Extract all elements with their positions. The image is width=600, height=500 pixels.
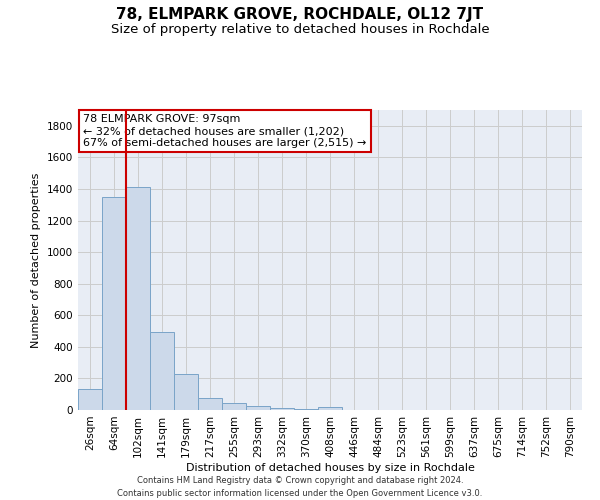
- Bar: [270, 408, 294, 410]
- Bar: [294, 409, 318, 410]
- Text: 78, ELMPARK GROVE, ROCHDALE, OL12 7JT: 78, ELMPARK GROVE, ROCHDALE, OL12 7JT: [116, 8, 484, 22]
- Bar: [198, 398, 222, 410]
- Text: Contains HM Land Registry data © Crown copyright and database right 2024.
Contai: Contains HM Land Registry data © Crown c…: [118, 476, 482, 498]
- X-axis label: Distribution of detached houses by size in Rochdale: Distribution of detached houses by size …: [185, 462, 475, 472]
- Bar: [102, 197, 126, 410]
- Text: 78 ELMPARK GROVE: 97sqm
← 32% of detached houses are smaller (1,202)
67% of semi: 78 ELMPARK GROVE: 97sqm ← 32% of detache…: [83, 114, 367, 148]
- Bar: [78, 388, 102, 410]
- Bar: [222, 403, 246, 410]
- Text: Size of property relative to detached houses in Rochdale: Size of property relative to detached ho…: [110, 22, 490, 36]
- Bar: [174, 374, 198, 410]
- Bar: [126, 188, 150, 410]
- Bar: [246, 406, 270, 410]
- Y-axis label: Number of detached properties: Number of detached properties: [31, 172, 41, 348]
- Bar: [150, 332, 174, 410]
- Bar: [318, 407, 342, 410]
